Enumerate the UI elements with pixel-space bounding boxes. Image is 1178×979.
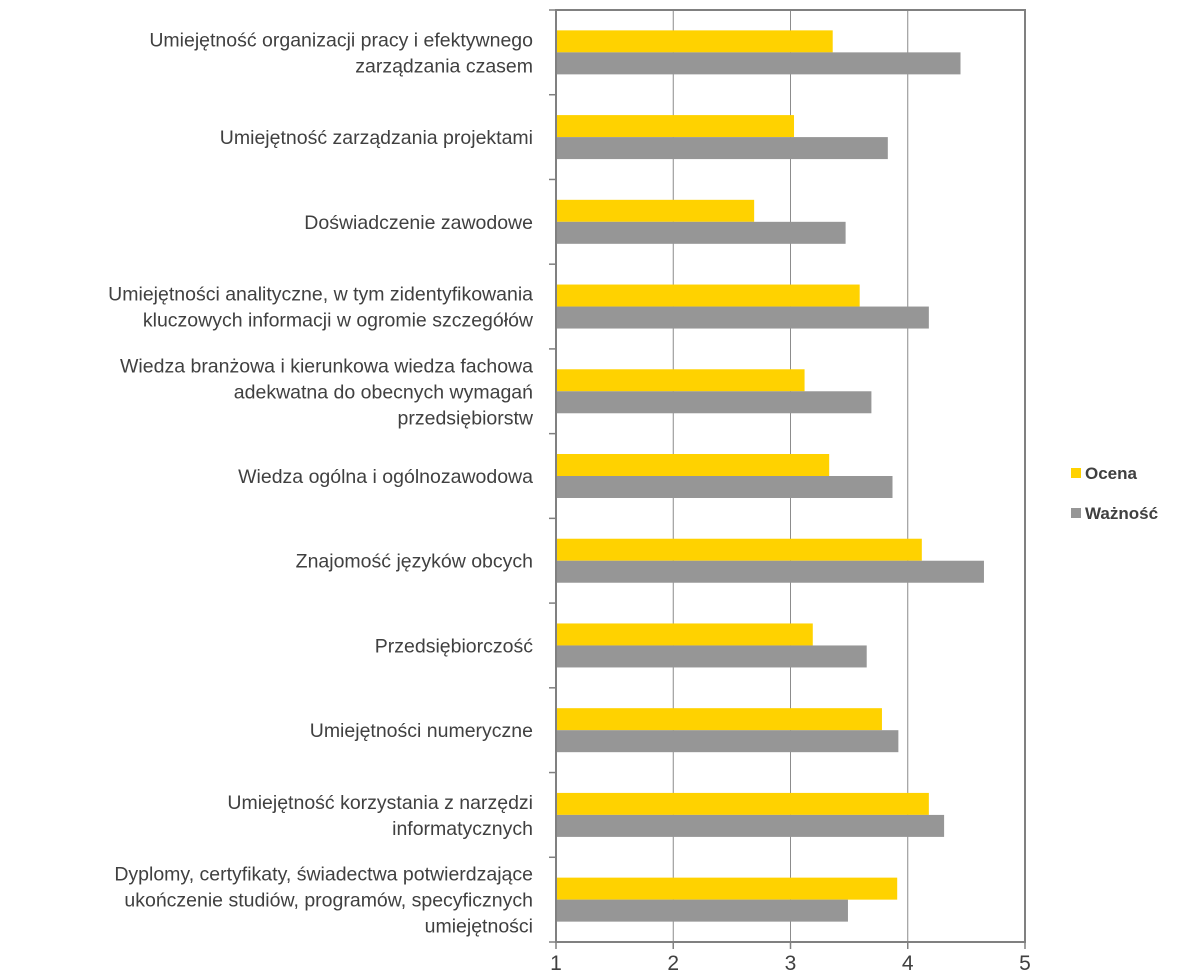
category-label: ukończenie studiów, programów, specyficz… (124, 890, 533, 912)
bar-ocena (556, 115, 795, 138)
category-label: Doświadczenie zawodowe (304, 212, 533, 234)
plot-frame (549, 9, 1026, 949)
legend-label: Ocena (1085, 464, 1138, 483)
category-label: Umiejętność organizacji pracy i efektywn… (149, 29, 533, 51)
bar-ocena (556, 284, 860, 307)
category-label: kluczowych informacji w ogromie szczegół… (143, 310, 534, 332)
bar-ocena (556, 369, 805, 392)
bar-waznosc (556, 137, 888, 160)
category-label: zarządzania czasem (355, 55, 533, 77)
bar-waznosc (556, 814, 945, 837)
category-label: Umiejętność zarządzania projektami (220, 127, 533, 149)
bar-ocena (556, 792, 929, 815)
bar-waznosc (556, 52, 961, 75)
category-label: adekwatna do obecnych wymagań (234, 381, 533, 403)
bar-waznosc (556, 476, 893, 498)
category-label: Wiedza branżowa i kierunkowa wiedza fach… (120, 355, 533, 377)
bar-ocena (556, 199, 755, 222)
legend: Ocena Ważność (1071, 464, 1158, 523)
tick-labels: 1 2 3 4 5 (550, 952, 1031, 975)
bar-ocena (556, 454, 830, 476)
category-label: Umiejętności analityczne, w tym zidentyf… (108, 284, 533, 306)
category-label: umiejętności (425, 916, 533, 938)
bar-ocena (556, 538, 922, 561)
category-label: Przedsiębiorczość (375, 635, 533, 657)
bar-waznosc (556, 306, 929, 329)
x-tick-label: 5 (1019, 952, 1031, 975)
bar-waznosc (556, 560, 984, 583)
bars (556, 30, 984, 922)
category-label: Znajomość języków obcych (296, 551, 533, 573)
category-label: Umiejętność korzystania z narzędzi (227, 792, 533, 814)
bar-ocena (556, 708, 882, 731)
category-label: informatycznych (392, 818, 533, 840)
x-tick-label: 4 (902, 952, 914, 975)
bar-waznosc (556, 730, 899, 753)
bar-waznosc (556, 391, 872, 414)
bar-waznosc (556, 645, 867, 668)
bar-waznosc (556, 899, 848, 922)
category-label: Dyplomy, certyfikaty, świadectwa potwier… (114, 864, 533, 886)
category-labels: Umiejętność organizacji pracy i efektywn… (108, 29, 534, 937)
category-label: Umiejętności numeryczne (310, 720, 533, 742)
legend-swatch (1071, 508, 1081, 518)
legend-label: Ważność (1085, 504, 1158, 523)
x-tick-label: 2 (667, 952, 679, 975)
category-label: przedsiębiorstw (398, 407, 534, 429)
bar-ocena (556, 623, 813, 646)
bar-ocena (556, 877, 898, 900)
bar-waznosc (556, 221, 846, 244)
x-tick-label: 3 (785, 952, 797, 975)
category-label: Wiedza ogólna i ogólnozawodowa (238, 466, 533, 488)
x-tick-label: 1 (550, 952, 562, 975)
bar-ocena (556, 30, 833, 53)
legend-swatch (1071, 468, 1081, 478)
